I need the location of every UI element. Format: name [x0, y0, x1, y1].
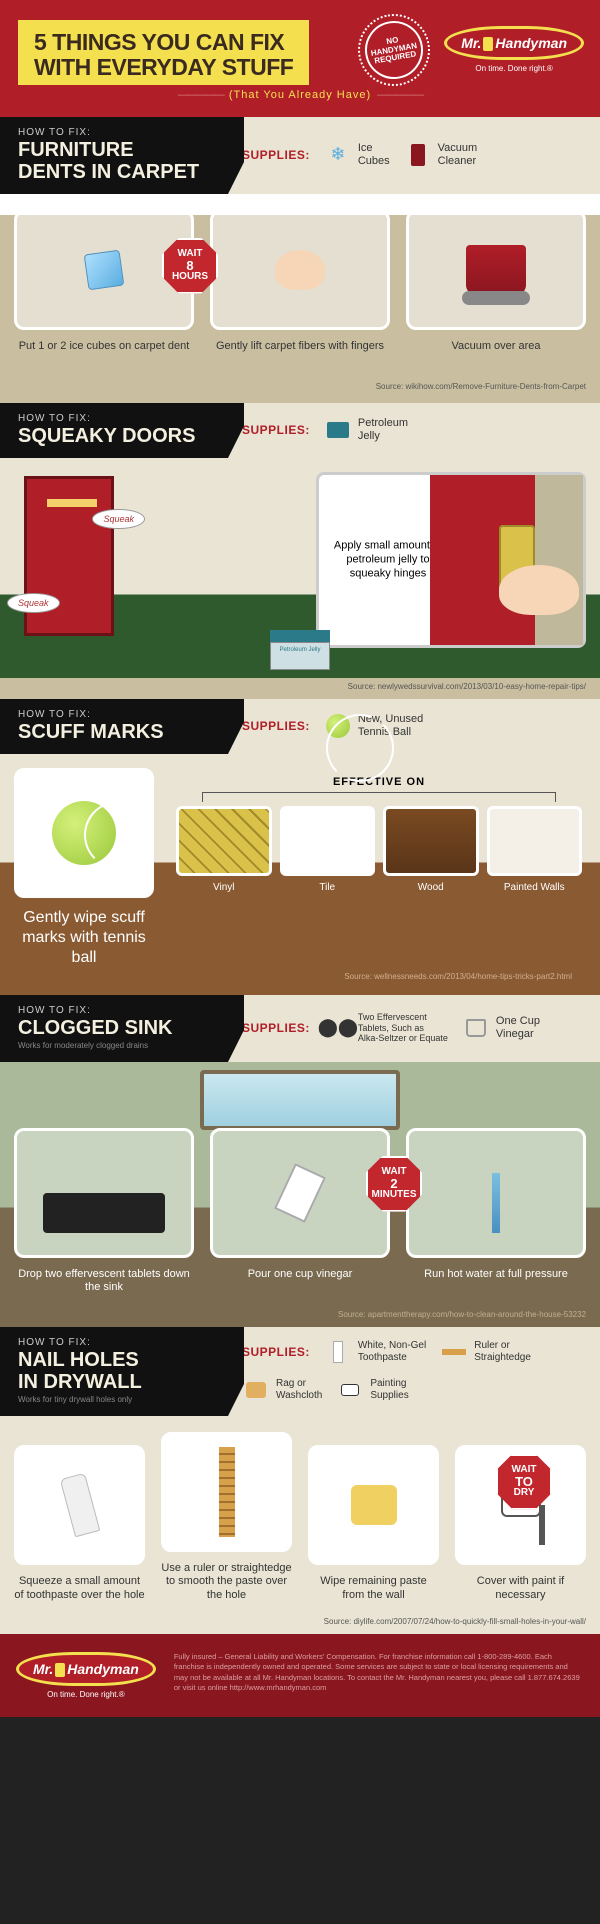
step-panel: Put 1 or 2 ice cubes on carpet dent	[14, 210, 194, 368]
squeak-bubble: Squeak	[92, 509, 145, 529]
no-handyman-badge: NO HANDYMAN REQUIRED	[352, 8, 435, 91]
subtitle: (That You Already Have)	[18, 89, 582, 101]
header: 5 THINGS YOU CAN FIX WITH EVERYDAY STUFF…	[0, 0, 600, 117]
ice-icon: ❄	[324, 141, 352, 169]
step-panel: Wipe remaining paste from the wall	[308, 1445, 439, 1603]
supplies-bar: SUPPLIES: ❄ Ice Cubes Vacuum Cleaner	[228, 117, 600, 194]
logo: Mr.Handyman On time. Done right.®	[444, 26, 584, 73]
step-panel: Run hot water at full pressure	[406, 1128, 586, 1296]
tablet-icon: ⬤⬤	[324, 1014, 352, 1042]
rag-graphic	[351, 1485, 397, 1525]
ruler-icon	[440, 1338, 468, 1366]
footer-logo: Mr.Handyman On time. Done right.®	[16, 1652, 156, 1699]
step-panel: Gently lift carpet fibers with fingers	[210, 210, 390, 368]
main-panel: Gently wipe scuff marks with tennis ball	[14, 768, 154, 968]
supply-item: Rag or Washcloth	[242, 1376, 322, 1404]
source-text: Source: wikihow.com/Remove-Furniture-Den…	[0, 378, 600, 399]
title-line-1: 5 THINGS YOU CAN FIX	[34, 30, 293, 55]
paste-icon	[324, 1338, 352, 1366]
logo-oval: Mr.Handyman	[444, 26, 584, 60]
supply-item: Vacuum Cleaner	[404, 141, 478, 169]
ball-icon	[324, 712, 352, 740]
handyman-icon	[483, 37, 493, 51]
illustration-carpet: WAIT 8 HOURS Put 1 or 2 ice cubes on car…	[0, 194, 600, 403]
supply-item: New, Unused Tennis Ball	[324, 712, 423, 740]
section-label: HOW TO FIX: SQUEAKY DOORS	[0, 403, 228, 458]
step-panel: Pour one cup vinegar	[210, 1128, 390, 1296]
source-text: Source: wellnessneeds.com/2013/04/home-t…	[14, 968, 586, 989]
illustration-door: Squeak Squeak Apply small amount of petr…	[0, 458, 600, 678]
surface-swatch: Wood	[383, 806, 479, 893]
squeak-bubble: Squeak	[7, 593, 60, 613]
step-panel: Drop two effervescent tablets down the s…	[14, 1128, 194, 1296]
supply-item: ⬤⬤ Two Effervescent Tablets, Such as Alk…	[324, 1012, 448, 1044]
supply-item: One Cup Vinegar	[462, 1014, 540, 1042]
vacuum-icon	[404, 141, 432, 169]
supplies-bar: SUPPLIES: White, Non-Gel Toothpaste Rule…	[228, 1327, 600, 1416]
cup-graphic	[274, 1163, 326, 1223]
wait-badge: WAIT TO DRY	[496, 1454, 552, 1510]
section-label: HOW TO FIX: FURNITURE DENTS IN CARPET	[0, 117, 228, 194]
hand-graphic	[275, 250, 325, 290]
wait-badge: WAIT 2 MINUTES	[366, 1156, 422, 1212]
step-panel: Use a ruler or straightedge to smooth th…	[161, 1432, 292, 1603]
supply-item: White, Non-Gel Toothpaste	[324, 1338, 426, 1366]
effective-group: EFFECTIVE ON VinylTileWoodPainted Walls	[172, 768, 586, 893]
section-label: HOW TO FIX: SCUFF MARKS	[0, 699, 228, 754]
paint-icon	[336, 1376, 364, 1404]
source-text: Source: diylife.com/2007/07/24/how-to-qu…	[0, 1613, 600, 1634]
jelly-jar: Petroleum Jelly	[270, 630, 330, 670]
surface-swatch: Tile	[280, 806, 376, 893]
source-text: Source: apartmenttherapy.com/how-to-clea…	[0, 1306, 600, 1327]
source-text: Source: newlywedssurvival.com/2013/03/10…	[0, 678, 600, 699]
supplies-bar: SUPPLIES: New, Unused Tennis Ball	[228, 699, 600, 754]
instruction-text: Apply small amount of petroleum jelly to…	[333, 538, 443, 581]
title-box: 5 THINGS YOU CAN FIX WITH EVERYDAY STUFF	[18, 20, 309, 85]
handyman-icon	[55, 1663, 65, 1677]
door-graphic: Squeak Squeak	[24, 476, 114, 636]
ice-cube-graphic	[84, 249, 125, 290]
illustration-sink: WAIT 2 MINUTES Drop two effervescent tab…	[0, 1062, 600, 1327]
supply-item: ❄ Ice Cubes	[324, 141, 390, 169]
hinge-panel: Apply small amount of petroleum jelly to…	[316, 472, 586, 648]
section-sink: HOW TO FIX: CLOGGED SINK Works for moder…	[0, 995, 600, 1327]
tagline: On time. Done right.®	[444, 64, 584, 73]
section-label: HOW TO FIX: NAIL HOLES IN DRYWALL Works …	[0, 1327, 228, 1416]
footer-text: Fully insured – General Liability and Wo…	[174, 1652, 584, 1694]
supplies-bar: SUPPLIES: ⬤⬤ Two Effervescent Tablets, S…	[228, 995, 600, 1062]
supply-item: Petroleum Jelly	[324, 416, 408, 444]
step-panel: Squeeze a small amount of toothpaste ove…	[14, 1445, 145, 1603]
supplies-bar: SUPPLIES: Petroleum Jelly	[228, 403, 600, 458]
surface-swatch: Painted Walls	[487, 806, 583, 893]
illustration-drywall: WAIT TO DRY Squeeze a small amount of to…	[0, 1416, 600, 1634]
title-line-2: WITH EVERYDAY STUFF	[34, 55, 293, 80]
supply-item: Ruler or Straightedge	[440, 1338, 531, 1366]
cup-icon	[462, 1014, 490, 1042]
surface-swatch: Vinyl	[176, 806, 272, 893]
footer: Mr.Handyman On time. Done right.® Fully …	[0, 1634, 600, 1717]
sink-graphic	[43, 1193, 165, 1233]
step-panel: Vacuum over area	[406, 210, 586, 368]
bracket-graphic	[202, 792, 556, 802]
jelly-icon	[324, 416, 352, 444]
vacuum-graphic	[466, 245, 526, 295]
section-carpet: HOW TO FIX: FURNITURE DENTS IN CARPET SU…	[0, 117, 600, 403]
water-graphic	[492, 1173, 500, 1233]
rag-icon	[242, 1376, 270, 1404]
section-scuff: HOW TO FIX: SCUFF MARKS SUPPLIES: New, U…	[0, 699, 600, 995]
tennis-ball-graphic	[52, 801, 116, 865]
supply-item: Painting Supplies	[336, 1376, 408, 1404]
section-label: HOW TO FIX: CLOGGED SINK Works for moder…	[0, 995, 228, 1062]
section-doors: HOW TO FIX: SQUEAKY DOORS SUPPLIES: Petr…	[0, 403, 600, 699]
infographic-page: 5 THINGS YOU CAN FIX WITH EVERYDAY STUFF…	[0, 0, 600, 1717]
ruler-graphic	[219, 1447, 235, 1537]
hand-graphic	[499, 565, 579, 615]
toothpaste-graphic	[59, 1473, 100, 1538]
section-drywall: HOW TO FIX: NAIL HOLES IN DRYWALL Works …	[0, 1327, 600, 1634]
illustration-scuff: Gently wipe scuff marks with tennis ball…	[0, 754, 600, 995]
